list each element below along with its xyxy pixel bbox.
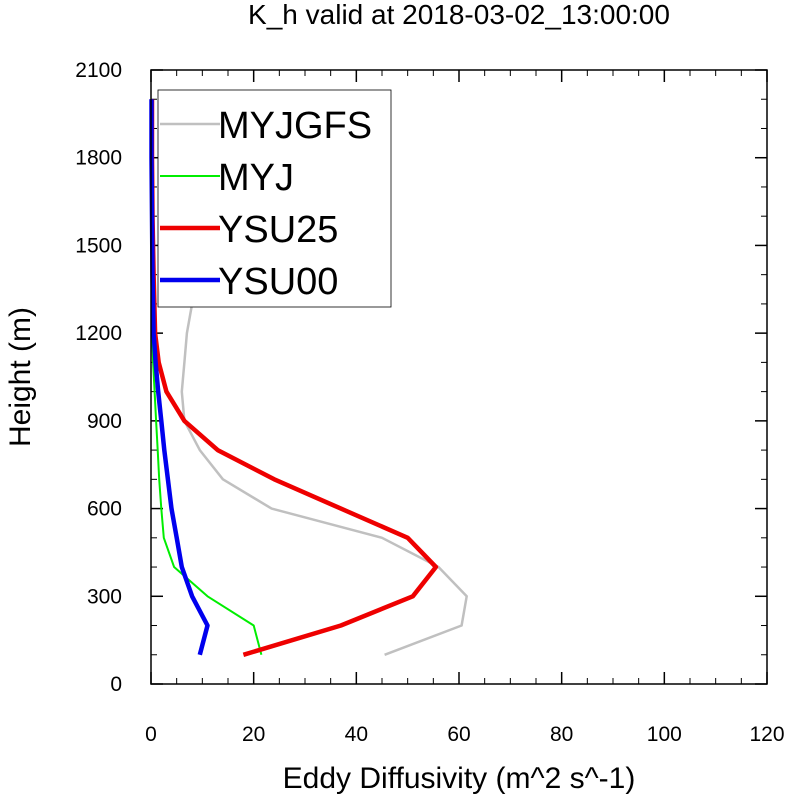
legend-label-myj: MYJ bbox=[218, 157, 294, 199]
y-tick-label: 1200 bbox=[75, 322, 122, 345]
y-axis-title: Height (m) bbox=[4, 307, 37, 447]
y-tick-label: 2100 bbox=[75, 59, 122, 82]
y-tick-label: 900 bbox=[87, 410, 122, 433]
plot-frame bbox=[150, 69, 768, 685]
x-tick-label: 20 bbox=[242, 723, 265, 746]
legend-label-ysu00: YSU00 bbox=[218, 261, 338, 303]
x-tick-label: 0 bbox=[145, 723, 157, 746]
y-tick-label: 1800 bbox=[75, 147, 122, 170]
x-tick-label: 120 bbox=[749, 723, 784, 746]
axis-tick-labels: 0 20 40 60 80 100 1200300600900120015001800210… bbox=[75, 59, 784, 746]
legend-label-ysu25: YSU25 bbox=[218, 209, 338, 251]
x-tick-label: 40 bbox=[345, 723, 368, 746]
legend: MYJGFS MYJ YSU25 YSU00 bbox=[157, 89, 392, 308]
chart-title: K_h valid at 2018-03-02_13:00:00 bbox=[248, 0, 670, 30]
x-axis-title: Eddy Diffusivity (m^2 s^-1) bbox=[283, 762, 636, 795]
series-line-ysu00 bbox=[149, 99, 210, 656]
x-tick-label: 80 bbox=[550, 723, 573, 746]
x-tick-label: 60 bbox=[447, 723, 470, 746]
y-tick-label: 1500 bbox=[75, 234, 122, 257]
y-tick-label: 0 bbox=[110, 673, 122, 696]
x-tick-label: 100 bbox=[647, 723, 682, 746]
legend-box bbox=[157, 89, 392, 308]
y-tick-label: 300 bbox=[87, 585, 122, 608]
y-tick-label: 600 bbox=[87, 498, 122, 521]
legend-label-myjgfs: MYJGFS bbox=[218, 105, 372, 147]
